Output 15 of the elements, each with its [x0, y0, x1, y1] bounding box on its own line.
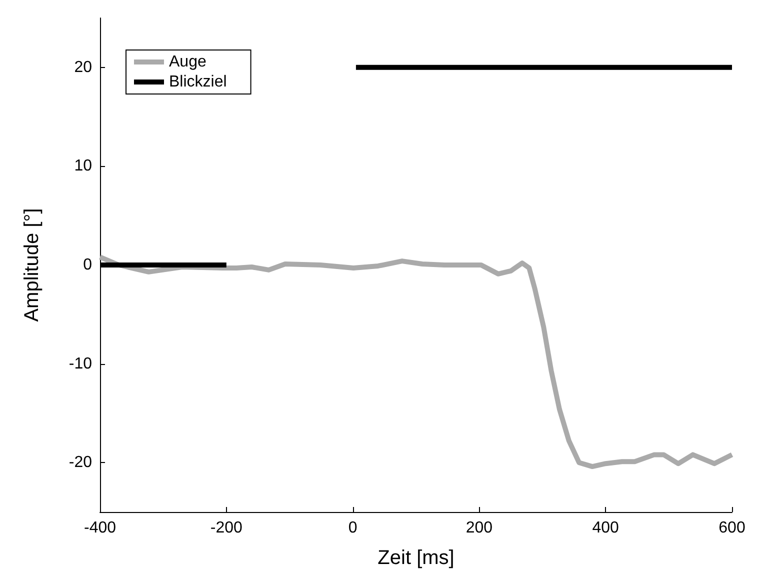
- x-axis-title: Zeit [ms]: [378, 547, 454, 569]
- x-tick-label: 0: [348, 520, 358, 536]
- x-tick-label: 600: [718, 520, 746, 536]
- x-tick-label: -200: [210, 520, 243, 536]
- x-tick-label: 200: [466, 520, 493, 536]
- legend-label: Blickziel: [169, 74, 227, 90]
- legend-label: Auge: [169, 54, 206, 70]
- y-tick-label: 20: [74, 58, 92, 76]
- y-tick-label: 0: [83, 256, 92, 274]
- y-tick-label: -10: [68, 355, 92, 372]
- x-tick-label: -400: [84, 520, 116, 536]
- y-tick-label: -20: [68, 454, 92, 472]
- x-tick-label: 400: [592, 520, 620, 536]
- y-axis-title: Amplitude [°]: [21, 208, 43, 322]
- y-tick-label: 10: [74, 158, 92, 175]
